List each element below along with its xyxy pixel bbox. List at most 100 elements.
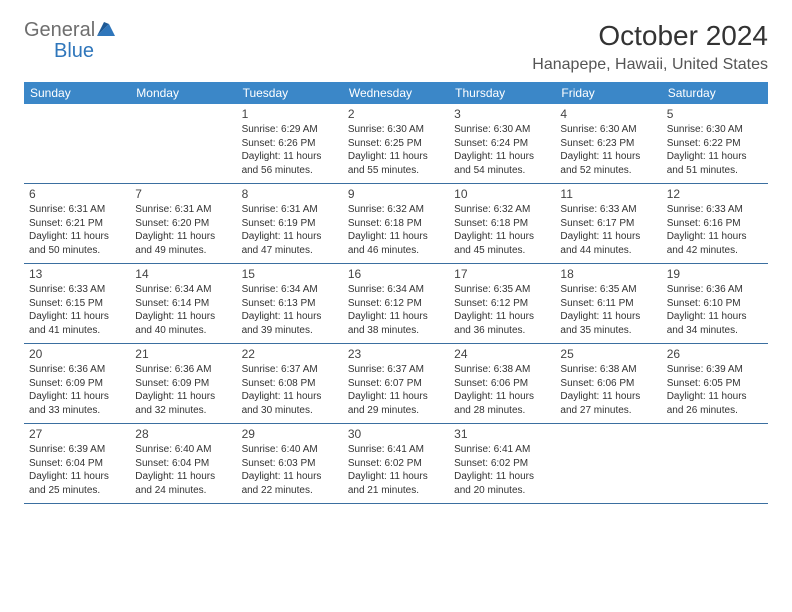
daylight-text-2: and 46 minutes. <box>348 244 444 258</box>
daylight-text-1: Daylight: 11 hours <box>348 310 444 324</box>
daylight-text-2: and 20 minutes. <box>454 484 550 498</box>
sunrise-text: Sunrise: 6:31 AM <box>242 203 338 217</box>
day-number: 1 <box>242 107 338 121</box>
day-cell: 12Sunrise: 6:33 AMSunset: 6:16 PMDayligh… <box>662 184 768 263</box>
day-number: 19 <box>667 267 763 281</box>
daylight-text-2: and 39 minutes. <box>242 324 338 338</box>
sunset-text: Sunset: 6:04 PM <box>135 457 231 471</box>
daylight-text-2: and 52 minutes. <box>560 164 656 178</box>
day-number: 13 <box>29 267 125 281</box>
day-number: 7 <box>135 187 231 201</box>
weekday-header-row: SundayMondayTuesdayWednesdayThursdayFrid… <box>24 82 768 104</box>
sunset-text: Sunset: 6:26 PM <box>242 137 338 151</box>
day-number: 11 <box>560 187 656 201</box>
sunset-text: Sunset: 6:09 PM <box>135 377 231 391</box>
daylight-text-2: and 35 minutes. <box>560 324 656 338</box>
sunset-text: Sunset: 6:24 PM <box>454 137 550 151</box>
week-row: 27 Sunrise: 6:39 AM Sunset: 6:04 PM Dayligh… <box>24 424 768 504</box>
daylight-text-1: Daylight: 11 hours <box>242 390 338 404</box>
day-number: 23 <box>348 347 444 361</box>
day-number: 9 <box>348 187 444 201</box>
sunrise-text: Sunrise: 6:32 AM <box>454 203 550 217</box>
day-number: 17 <box>454 267 550 281</box>
sunrise-text: Sunrise: 6:39 AM <box>29 443 125 457</box>
day-cell: 16Sunrise: 6:34 AMSunset: 6:12 PMDayligh… <box>343 264 449 343</box>
daylight-text-2: and 32 minutes. <box>135 404 231 418</box>
day-number: 24 <box>454 347 550 361</box>
day-cell: 15Sunrise: 6:34 AMSunset: 6:13 PMDayligh… <box>237 264 343 343</box>
logo-word-1: General <box>24 20 95 41</box>
title-block: October 2024 Hanapepe, Hawaii, United St… <box>532 20 768 74</box>
daylight-text-2: and 38 minutes. <box>348 324 444 338</box>
sunset-text: Sunset: 6:16 PM <box>667 217 763 231</box>
daylight-text-1: Daylight: 11 hours <box>667 230 763 244</box>
day-cell: 9Sunrise: 6:32 AMSunset: 6:18 PMDaylight… <box>343 184 449 263</box>
daylight-text-1: Daylight: 11 hours <box>454 230 550 244</box>
daylight-text-1: Daylight: 11 hours <box>454 470 550 484</box>
daylight-text-2: and 29 minutes. <box>348 404 444 418</box>
daylight-text-2: and 33 minutes. <box>29 404 125 418</box>
sunset-text: Sunset: 6:12 PM <box>454 297 550 311</box>
daylight-text-2: and 25 minutes. <box>29 484 125 498</box>
empty-cell <box>130 104 236 183</box>
day-number: 21 <box>135 347 231 361</box>
sunrise-text: Sunrise: 6:40 AM <box>135 443 231 457</box>
sunrise-text: Sunrise: 6:30 AM <box>454 123 550 137</box>
daylight-text-2: and 24 minutes. <box>135 484 231 498</box>
sunset-text: Sunset: 6:18 PM <box>454 217 550 231</box>
daylight-text-2: and 36 minutes. <box>454 324 550 338</box>
sunset-text: Sunset: 6:09 PM <box>29 377 125 391</box>
sunrise-text: Sunrise: 6:41 AM <box>454 443 550 457</box>
day-cell: 22Sunrise: 6:37 AMSunset: 6:08 PMDayligh… <box>237 344 343 423</box>
day-number: 26 <box>667 347 763 361</box>
weekday-header: Tuesday <box>237 82 343 104</box>
daylight-text-2: and 50 minutes. <box>29 244 125 258</box>
sunset-text: Sunset: 6:06 PM <box>560 377 656 391</box>
sunset-text: Sunset: 6:06 PM <box>454 377 550 391</box>
sunset-text: Sunset: 6:02 PM <box>348 457 444 471</box>
sunrise-text: Sunrise: 6:30 AM <box>667 123 763 137</box>
day-number: 6 <box>29 187 125 201</box>
daylight-text-1: Daylight: 11 hours <box>454 150 550 164</box>
logo: GeneralBlue <box>24 20 115 62</box>
day-number: 10 <box>454 187 550 201</box>
daylight-text-1: Daylight: 11 hours <box>242 150 338 164</box>
sunrise-text: Sunrise: 6:32 AM <box>348 203 444 217</box>
day-number: 3 <box>454 107 550 121</box>
day-number: 14 <box>135 267 231 281</box>
daylight-text-2: and 21 minutes. <box>348 484 444 498</box>
sunrise-text: Sunrise: 6:29 AM <box>242 123 338 137</box>
sunset-text: Sunset: 6:13 PM <box>242 297 338 311</box>
weeks-container: 1Sunrise: 6:29 AMSunset: 6:26 PMDaylight… <box>24 104 768 504</box>
day-cell: 26Sunrise: 6:39 AMSunset: 6:05 PMDayligh… <box>662 344 768 423</box>
week-row: 1Sunrise: 6:29 AMSunset: 6:26 PMDaylight… <box>24 104 768 184</box>
sunset-text: Sunset: 6:14 PM <box>135 297 231 311</box>
sunset-text: Sunset: 6:20 PM <box>135 217 231 231</box>
day-cell: 11Sunrise: 6:33 AMSunset: 6:17 PMDayligh… <box>555 184 661 263</box>
sunset-text: Sunset: 6:05 PM <box>667 377 763 391</box>
daylight-text-2: and 41 minutes. <box>29 324 125 338</box>
daylight-text-1: Daylight: 11 hours <box>454 390 550 404</box>
sunrise-text: Sunrise: 6:40 AM <box>242 443 338 457</box>
day-cell: 21Sunrise: 6:36 AMSunset: 6:09 PMDayligh… <box>130 344 236 423</box>
sunrise-text: Sunrise: 6:33 AM <box>29 283 125 297</box>
daylight-text-1: Daylight: 11 hours <box>242 230 338 244</box>
daylight-text-2: and 49 minutes. <box>135 244 231 258</box>
day-cell: 24Sunrise: 6:38 AMSunset: 6:06 PMDayligh… <box>449 344 555 423</box>
sunset-text: Sunset: 6:08 PM <box>242 377 338 391</box>
daylight-text-1: Daylight: 11 hours <box>29 390 125 404</box>
sunset-text: Sunset: 6:03 PM <box>242 457 338 471</box>
day-cell: 27Sunrise: 6:39 AMSunset: 6:04 PMDayligh… <box>24 424 130 503</box>
weekday-header: Wednesday <box>343 82 449 104</box>
daylight-text-1: Daylight: 11 hours <box>242 310 338 324</box>
sunset-text: Sunset: 6:02 PM <box>454 457 550 471</box>
location-text: Hanapepe, Hawaii, United States <box>532 56 768 74</box>
day-number: 27 <box>29 427 125 441</box>
day-number: 20 <box>29 347 125 361</box>
daylight-text-2: and 42 minutes. <box>667 244 763 258</box>
day-number: 25 <box>560 347 656 361</box>
daylight-text-1: Daylight: 11 hours <box>667 310 763 324</box>
sunrise-text: Sunrise: 6:37 AM <box>348 363 444 377</box>
week-row: 13Sunrise: 6:33 AMSunset: 6:15 PMDayligh… <box>24 264 768 344</box>
daylight-text-2: and 22 minutes. <box>242 484 338 498</box>
